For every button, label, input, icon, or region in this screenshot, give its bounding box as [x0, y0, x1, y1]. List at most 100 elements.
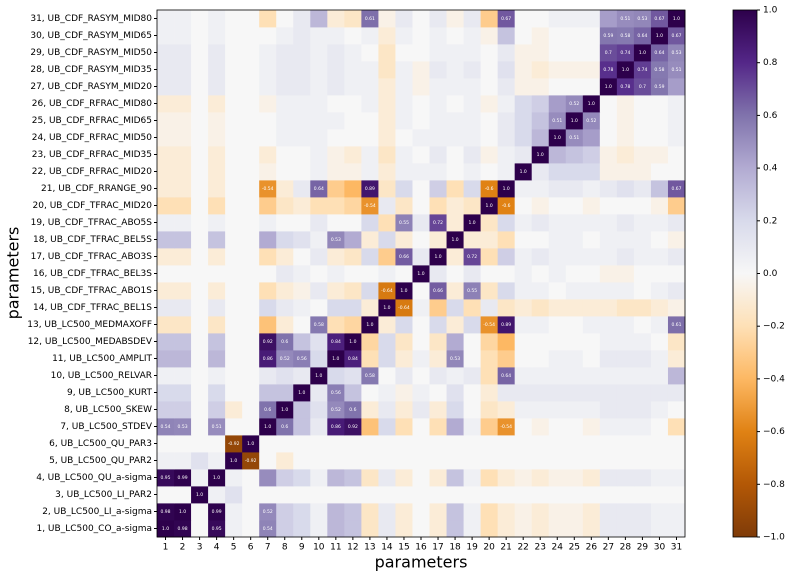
- heatmap-cell: [616, 452, 635, 470]
- heatmap-cell: [327, 27, 345, 45]
- x-tick-label: 14: [381, 543, 393, 553]
- heatmap-cell: [293, 95, 311, 113]
- cell-label: 1.0: [537, 152, 544, 158]
- heatmap-cell: [497, 112, 516, 130]
- colorbar-tick-label: −0.8: [763, 480, 785, 490]
- heatmap-cell: [157, 282, 175, 300]
- heatmap-cell: [480, 265, 499, 283]
- heatmap-cell: [650, 486, 669, 504]
- heatmap-cell: [361, 146, 379, 164]
- cell-label: 0.61: [365, 16, 375, 22]
- heatmap-cell: [548, 435, 567, 453]
- heatmap-cell: [446, 299, 464, 317]
- heatmap-cell: [310, 384, 328, 402]
- heatmap-cell: [582, 333, 601, 351]
- heatmap-cell: [565, 384, 584, 402]
- heatmap-cell: [259, 520, 277, 538]
- heatmap-cell: [157, 163, 175, 181]
- heatmap-cell: [225, 78, 243, 96]
- heatmap-cell: [514, 401, 533, 419]
- heatmap-cell: [429, 78, 447, 96]
- heatmap-cell: [361, 214, 379, 232]
- heatmap-cell: [174, 180, 192, 198]
- heatmap-cell: [208, 44, 226, 62]
- heatmap-cell: [582, 44, 601, 62]
- heatmap-cell: [225, 129, 243, 147]
- heatmap-cell: [191, 129, 209, 147]
- heatmap-cell: [667, 503, 686, 521]
- heatmap-cell: [378, 61, 396, 79]
- heatmap-cell: [633, 384, 652, 402]
- heatmap-cell: [667, 384, 686, 402]
- x-tick-label: 9: [299, 543, 305, 553]
- heatmap-cell: [667, 333, 686, 351]
- heatmap-cell: [225, 214, 243, 232]
- heatmap-cell: [429, 129, 447, 147]
- heatmap-cell: [157, 367, 175, 385]
- cell-label: 0.56: [331, 390, 341, 396]
- heatmap-cell: [531, 146, 550, 164]
- heatmap-cell: [191, 333, 209, 351]
- x-tick-label: 1: [163, 543, 169, 553]
- heatmap-cell: [514, 333, 533, 351]
- cell-label: 0.84: [331, 339, 341, 345]
- heatmap-cell: [531, 316, 550, 334]
- heatmap-cell: [344, 282, 362, 300]
- heatmap-cell: [208, 248, 226, 266]
- heatmap-cell: [242, 214, 260, 232]
- heatmap-cell: [531, 197, 550, 215]
- heatmap-cell: [633, 146, 652, 164]
- heatmap-cell: [293, 503, 311, 521]
- heatmap-cell: [157, 95, 175, 113]
- x-tick-label: 25: [569, 543, 580, 553]
- heatmap-cell: [548, 61, 567, 79]
- heatmap-cell: [514, 418, 533, 436]
- cell-label: -0.92: [245, 458, 257, 464]
- heatmap-cell: [429, 282, 447, 300]
- heatmap-cell: [582, 486, 601, 504]
- heatmap-cell: [208, 520, 226, 538]
- heatmap-cell: [650, 520, 669, 538]
- cell-label: 0.59: [603, 33, 613, 39]
- heatmap-cell: [497, 520, 516, 538]
- heatmap-cell: [344, 44, 362, 62]
- heatmap-cell: [548, 112, 567, 130]
- heatmap-cell: [310, 180, 328, 198]
- heatmap-cell: [327, 112, 345, 130]
- heatmap-cell: [242, 44, 260, 62]
- heatmap-cell: [667, 197, 686, 215]
- cell-label: 1.0: [520, 169, 527, 175]
- colorbar-tick-label: 0.2: [763, 216, 777, 226]
- heatmap-cell: [344, 129, 362, 147]
- heatmap-cell: [412, 197, 430, 215]
- heatmap-cell: [497, 78, 516, 96]
- heatmap-cell: [208, 112, 226, 130]
- colorbar: [732, 9, 758, 538]
- heatmap-cell: [276, 78, 294, 96]
- heatmap-cell: [259, 350, 277, 368]
- heatmap-cell: [327, 299, 345, 317]
- heatmap-cell: [208, 27, 226, 45]
- heatmap-cell: [616, 163, 635, 181]
- heatmap-cell: [531, 112, 550, 130]
- heatmap-cell: [599, 112, 618, 130]
- heatmap-cell: [361, 452, 379, 470]
- heatmap-cell: [514, 520, 533, 538]
- x-tick-label: 10: [313, 543, 325, 553]
- heatmap-cell: [276, 44, 294, 62]
- heatmap-cell: [344, 214, 362, 232]
- heatmap-cell: [497, 129, 516, 147]
- heatmap-cell: [242, 231, 260, 249]
- heatmap-cell: [429, 248, 447, 266]
- heatmap-cell: [395, 78, 413, 96]
- heatmap-cell: [157, 265, 175, 283]
- heatmap-cell: [378, 146, 396, 164]
- heatmap-cell: [259, 129, 277, 147]
- heatmap-cell: [463, 418, 482, 436]
- heatmap-cell: [395, 401, 413, 419]
- heatmap-cell: [225, 503, 243, 521]
- x-tick-label: 31: [671, 543, 682, 553]
- heatmap-cell: [616, 95, 635, 113]
- heatmap-cell: [378, 384, 396, 402]
- cell-label: 0.51: [212, 424, 222, 430]
